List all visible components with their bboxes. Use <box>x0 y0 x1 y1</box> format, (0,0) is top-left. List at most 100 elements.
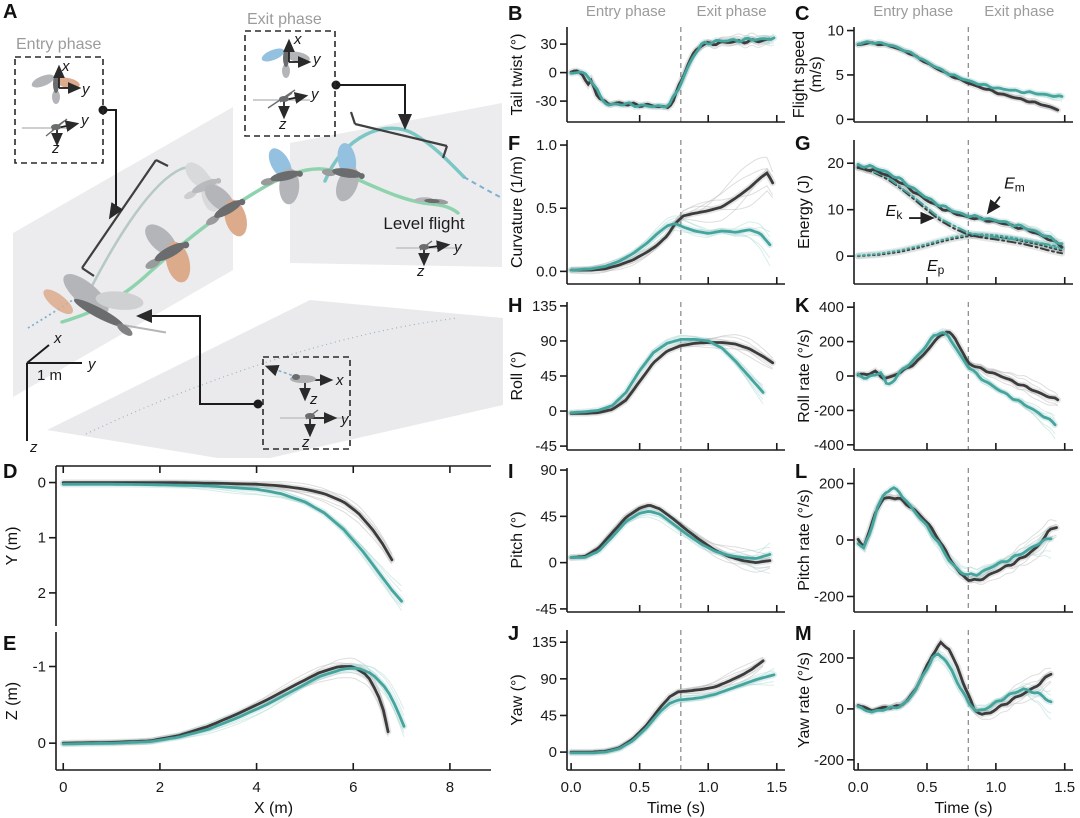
inset-bird-side-view <box>290 374 316 383</box>
individual-trial-line <box>63 662 389 745</box>
panel-G-chart: Em Ek Ep 20 10 0 Energy (J) G <box>795 133 1073 285</box>
axis-letter-x: x <box>335 372 344 389</box>
axis-letter-x: x <box>61 58 70 75</box>
bird-silhouette <box>145 224 191 283</box>
plot-area <box>567 27 778 122</box>
individual-trial-line <box>571 345 773 416</box>
scene-birds <box>43 143 449 336</box>
scene-annotations <box>22 38 461 441</box>
individual-trial-line <box>63 677 389 746</box>
individual-trial-line <box>63 671 389 745</box>
y-tick-label: 400 <box>819 299 844 316</box>
x-tick-label: 1.0 <box>985 779 1006 796</box>
entry-phase-label: Entry phase <box>586 3 666 20</box>
y-tick-label: 0 <box>38 735 46 752</box>
axis-letter-y: y <box>312 51 322 68</box>
individual-trial-line <box>63 480 393 555</box>
y-tick-label: 0 <box>836 248 844 265</box>
axis-letter-y: y <box>340 411 350 428</box>
scale-bar-label: 1 m <box>37 367 62 384</box>
plot-area <box>854 302 1062 450</box>
y-tick-label: 0.0 <box>536 263 557 280</box>
axis-letter-z: z <box>51 140 60 157</box>
scene-line <box>273 368 298 378</box>
connector-dot <box>331 80 341 90</box>
individual-trial-line <box>63 664 405 745</box>
exit-phase-label: Exit phase <box>247 11 322 28</box>
axis-letter-y: y <box>81 81 91 98</box>
mean-line-mean-teal <box>569 338 765 414</box>
panel-I-chart: 90 45 0 -45 Pitch (°) I <box>508 461 785 618</box>
panel-C-chart: 10 5 0 Flight speed(m/s) Entry phase Exit pha… <box>792 3 1073 128</box>
y-axis-label: Z (m) <box>4 682 21 720</box>
y-tick-label: 90 <box>540 462 557 479</box>
axis-letter-y: y <box>80 112 90 129</box>
inset-connector-line <box>103 109 124 220</box>
x-axis-label: Time (s) <box>934 800 992 817</box>
y-tick-label: -200 <box>814 752 844 769</box>
y-tick-label: 0 <box>549 555 557 572</box>
mean-line-mean-teal <box>569 36 776 109</box>
mean-line-Ek-dark <box>857 166 1063 255</box>
y-tick-label: 200 <box>819 334 844 351</box>
panel-letter-g: G <box>795 133 811 155</box>
panel-letter-f: F <box>508 133 520 155</box>
y-tick-label: 20 <box>827 155 844 172</box>
x-tick-label: 4 <box>252 779 260 796</box>
bird-silhouette <box>414 197 449 205</box>
axis-letter-z: z <box>278 116 287 133</box>
panel-D-chart: 0 1 2 Y (m) D <box>3 461 491 626</box>
mean-line-Ep-dark <box>857 234 1063 258</box>
y-axis-label: Tail twist (°) <box>509 34 526 116</box>
individual-trial-line <box>858 40 1063 98</box>
scene-planes <box>13 103 503 458</box>
mean-line-mean-teal <box>61 482 403 603</box>
y-tick-label: 0 <box>836 368 844 385</box>
bird-silhouette <box>204 184 247 237</box>
y-axis-label: Pitch rate (°/s) <box>796 489 813 591</box>
x-tick-label: 0.0 <box>848 779 869 796</box>
y-tick-label: -1 <box>33 659 46 676</box>
mean-line-mean-teal <box>856 331 1057 427</box>
x-tick-label: 6 <box>349 779 357 796</box>
spread-band <box>60 480 405 605</box>
panel-J-chart: 135 90 45 0 0.0 0.5 1.0 1.5 Yaw (°) Time (s) J <box>508 623 787 817</box>
mean-line-mean-dark <box>569 341 775 415</box>
annotation-label: Ep <box>927 258 945 277</box>
scene-line <box>349 111 357 125</box>
individual-trial-line <box>63 482 402 608</box>
individual-trial-line <box>63 483 403 611</box>
y-axis-label: Curvature (1/m) <box>509 156 526 268</box>
x-axis-label: X (m) <box>254 800 293 817</box>
y-tick-label: -200 <box>814 588 844 605</box>
scene-line <box>155 159 169 167</box>
panel-letter-a: A <box>3 1 17 23</box>
inset-bird-side-view <box>419 240 433 251</box>
y-tick-label: 90 <box>540 671 557 688</box>
individual-trial-line <box>63 482 393 565</box>
y-tick-label: 30 <box>540 36 557 53</box>
exit-inset-box <box>244 30 336 137</box>
mean-line-mean-teal <box>856 652 1053 714</box>
panel-letter-c: C <box>795 3 809 25</box>
x-tick-label: 1.5 <box>766 779 787 796</box>
y-tick-label: 45 <box>540 508 557 525</box>
entry-phase-label: Entry phase <box>873 3 953 20</box>
annotation-arrow <box>986 196 1001 215</box>
x-tick-label: 1.0 <box>698 779 719 796</box>
y-axis-label: Yaw rate (°/s) <box>796 652 813 748</box>
y-tick-label: 1.0 <box>536 137 557 154</box>
y-tick-label: 5 <box>836 67 844 84</box>
mean-line-mean-teal <box>569 510 772 560</box>
entry-phase-label: Entry phase <box>16 36 101 53</box>
plot-area <box>567 630 778 770</box>
mean-line-Em-teal <box>856 162 1064 246</box>
floor-projection-path <box>85 317 459 435</box>
x-axis-label: Time (s) <box>647 800 705 817</box>
plot-area <box>60 479 405 611</box>
left-wall <box>13 107 233 397</box>
y-tick-label: 10 <box>827 202 844 219</box>
y-tick-label: 10 <box>827 23 844 40</box>
y-tick-label: -200 <box>814 402 844 419</box>
